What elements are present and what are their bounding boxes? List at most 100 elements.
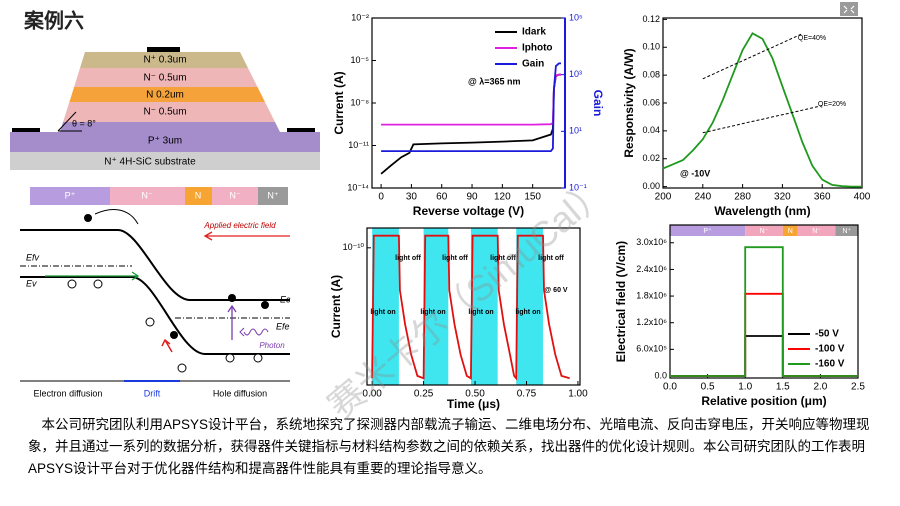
x-tick-label: 0.75 bbox=[517, 389, 537, 400]
legend-label: Iphoto bbox=[522, 43, 553, 54]
y-tick-label: 10⁻¹⁴ bbox=[347, 182, 369, 192]
hole bbox=[253, 353, 263, 363]
region-box bbox=[30, 187, 110, 205]
layer-label: N⁻ 0.5um bbox=[143, 107, 186, 118]
region-label: N⁻ bbox=[141, 190, 152, 200]
annotation: @ -10V bbox=[680, 168, 710, 178]
light-on-region bbox=[423, 228, 449, 385]
hole bbox=[93, 279, 103, 289]
icon-bg[interactable] bbox=[840, 2, 858, 16]
annotation: light on bbox=[370, 309, 395, 316]
region-box bbox=[185, 187, 212, 205]
hole bbox=[177, 363, 187, 373]
y-axis-label: Electrical field (V/cm) bbox=[614, 241, 628, 362]
y-axis-label: Responsivity (A/W) bbox=[622, 48, 636, 157]
zone-label: Drift bbox=[144, 388, 161, 398]
layer-label: N⁺ 4H-SiC substrate bbox=[104, 157, 196, 168]
p-layer bbox=[10, 122, 320, 152]
legend-label: -50 V bbox=[815, 329, 839, 340]
y2-axis-label: Gain bbox=[591, 90, 605, 117]
x-tick-label: 0.5 bbox=[701, 382, 715, 393]
annotation: light off bbox=[538, 255, 564, 262]
y-tick-label: 10⁻² bbox=[351, 12, 369, 22]
annotation: light off bbox=[395, 255, 421, 262]
x-tick-label: 0.50 bbox=[465, 389, 485, 400]
level-label: Ec bbox=[280, 294, 291, 304]
layer-label: N 0.2um bbox=[146, 90, 184, 101]
annotation: @ 60 V bbox=[544, 287, 568, 294]
photon-label: Photon bbox=[259, 341, 285, 350]
series-line bbox=[371, 234, 570, 381]
annotation: light on bbox=[468, 309, 493, 316]
photon-wave bbox=[239, 327, 269, 337]
y2-tick-label: 10¹ bbox=[569, 126, 582, 136]
x-axis-label: Time (μs) bbox=[447, 397, 500, 411]
legend-label: Idark bbox=[522, 27, 546, 38]
x-tick-label: 360 bbox=[814, 192, 831, 203]
slide-title: 案例六 bbox=[23, 8, 84, 32]
recombination-arrow bbox=[45, 271, 140, 281]
x-tick-label: 0.00 bbox=[362, 389, 382, 400]
layer-band bbox=[745, 225, 783, 236]
series-label: QE=20% bbox=[818, 101, 846, 108]
layer-label: P⁺ bbox=[703, 227, 712, 235]
x-tick-label: 90 bbox=[466, 192, 478, 203]
valence-band bbox=[20, 276, 290, 355]
x-tick-label: 400 bbox=[854, 192, 871, 203]
y-tick-label: 3.0x10⁶ bbox=[636, 237, 667, 247]
zone-label: Hole diffusion bbox=[213, 388, 267, 398]
y-tick-label: 0.12 bbox=[642, 14, 660, 24]
y-tick-label: 0.04 bbox=[642, 125, 660, 135]
electron bbox=[170, 331, 178, 339]
x-tick-label: 200 bbox=[655, 192, 672, 203]
x-tick-label: 0.25 bbox=[414, 389, 434, 400]
layer-label: N⁻ bbox=[760, 228, 769, 235]
annotation: light off bbox=[490, 255, 516, 262]
annotation: light on bbox=[515, 309, 540, 316]
layer-band bbox=[670, 225, 746, 236]
y-tick-label: 0.10 bbox=[642, 42, 660, 52]
region-label: N⁺ bbox=[267, 190, 278, 200]
hole bbox=[67, 279, 77, 289]
series-line bbox=[702, 33, 803, 80]
expand-icon[interactable] bbox=[840, 2, 858, 16]
x-tick-label: 60 bbox=[436, 192, 448, 203]
layer-band bbox=[835, 225, 858, 236]
y-tick-label: 0.02 bbox=[642, 153, 660, 163]
x-tick-label: 30 bbox=[406, 192, 418, 203]
x-axis-label: Relative position (μm) bbox=[701, 394, 826, 408]
field-label: Applied electric field bbox=[203, 221, 276, 230]
y-tick-label: 1.8x10⁶ bbox=[636, 290, 667, 300]
contact bbox=[12, 128, 40, 132]
substrate bbox=[10, 152, 320, 170]
band-diagram: P⁺ N⁻ N N⁻ N⁺ Applied electric field Efv… bbox=[20, 187, 291, 398]
series-line bbox=[662, 32, 862, 188]
region-box bbox=[110, 187, 185, 205]
annotation: @ λ=365 nm bbox=[468, 76, 521, 86]
contact bbox=[147, 47, 180, 52]
y-axis-label: Current (A) bbox=[332, 71, 346, 134]
electron bbox=[261, 301, 269, 309]
light-on-region bbox=[470, 228, 498, 385]
electron bbox=[228, 294, 236, 302]
n-plus-layer bbox=[80, 52, 248, 68]
x-tick-label: 1.5 bbox=[776, 382, 790, 393]
x-tick-label: 320 bbox=[774, 192, 791, 203]
angle-guide bbox=[57, 111, 82, 132]
excitation-arrow bbox=[227, 304, 237, 340]
y-tick-label: 0.06 bbox=[642, 97, 660, 107]
region-box bbox=[258, 187, 288, 205]
series-line bbox=[702, 105, 823, 134]
plot-frame bbox=[366, 227, 581, 386]
zone-label: Electron diffusion bbox=[34, 388, 103, 398]
region-label: N bbox=[195, 190, 202, 200]
level-label: Ev bbox=[26, 278, 37, 288]
y-tick-label: 0.00 bbox=[642, 181, 660, 191]
layer-label: N⁺ bbox=[842, 227, 851, 235]
level-label: Efv bbox=[26, 252, 40, 262]
x-tick-label: 2.5 bbox=[851, 382, 865, 393]
layer-label: N bbox=[788, 228, 793, 235]
y2-tick-label: 10⁵ bbox=[569, 12, 583, 22]
